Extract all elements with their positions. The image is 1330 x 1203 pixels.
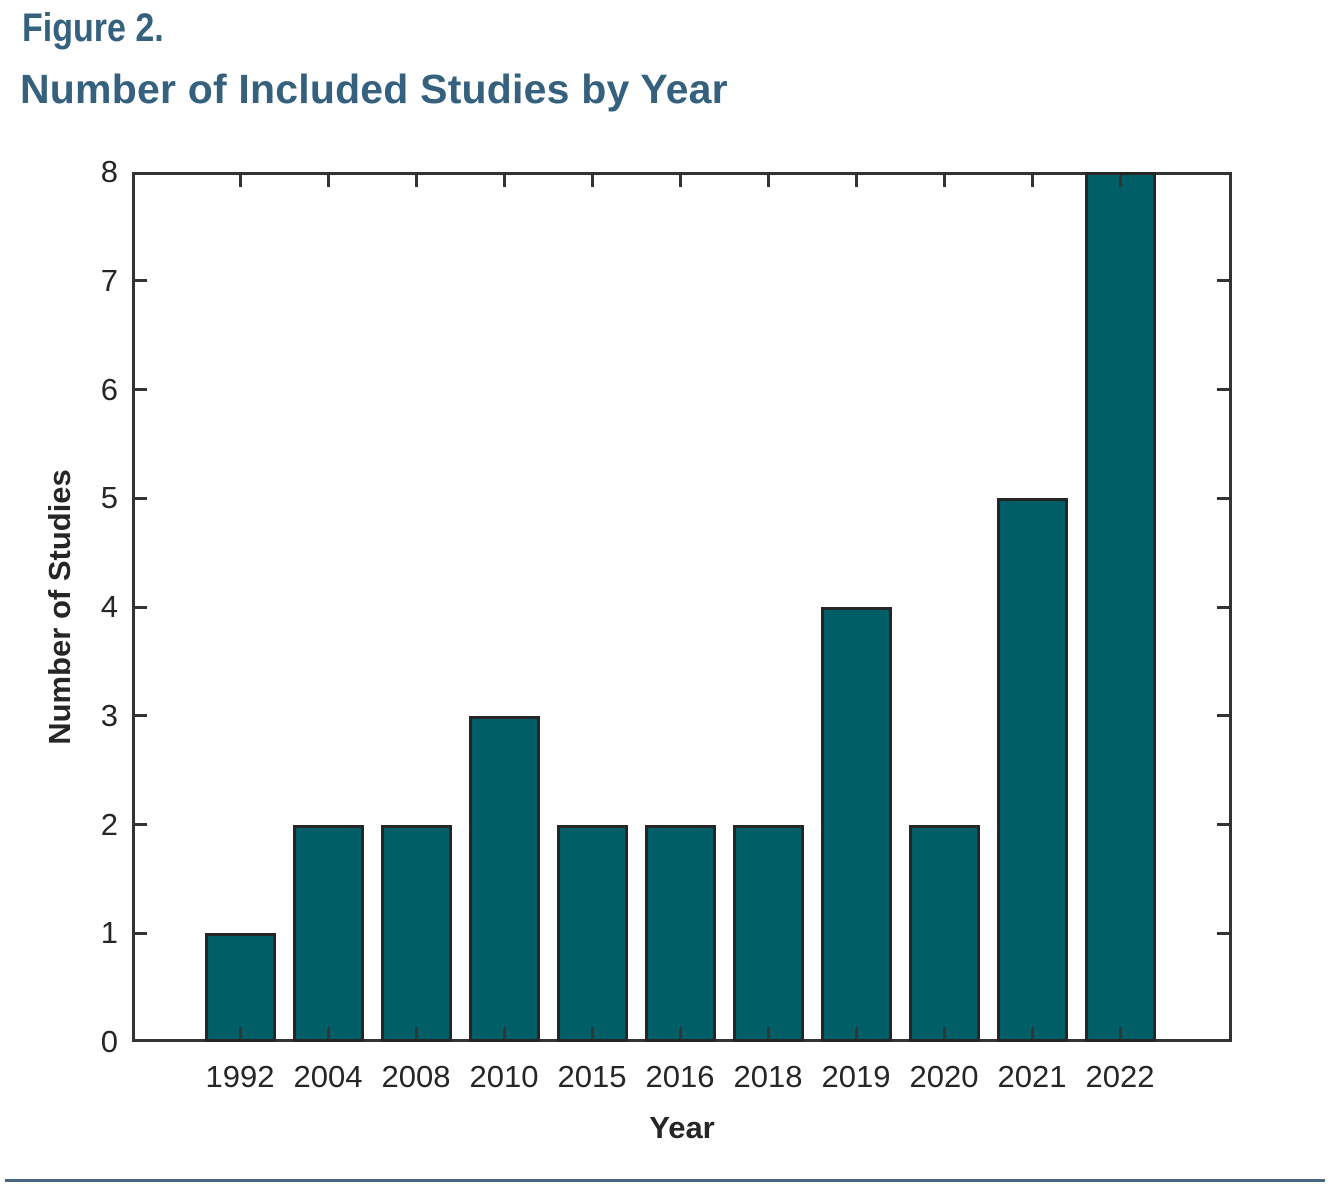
footer-divider <box>5 1179 1325 1182</box>
x-tick-label-2010: 2010 <box>469 1059 539 1094</box>
y-tick-left <box>135 605 147 609</box>
x-tick-top <box>238 175 242 187</box>
bar-2008 <box>380 824 452 1042</box>
bar-1992 <box>204 933 276 1042</box>
x-tick-bottom <box>1030 1027 1034 1039</box>
figure-title: Number of Included Studies by Year <box>20 66 728 112</box>
bar-2019 <box>820 607 892 1042</box>
bar-2010 <box>468 715 540 1042</box>
y-tick-left <box>135 496 147 500</box>
y-tick-label-6: 6 <box>100 371 118 407</box>
y-tick-label-3: 3 <box>100 697 118 733</box>
y-tick-right <box>1217 388 1229 391</box>
x-tick-top <box>414 175 418 187</box>
x-tick-top <box>590 175 594 187</box>
x-tick-label-2016: 2016 <box>645 1059 715 1094</box>
x-tick-label-2022: 2022 <box>1085 1059 1155 1094</box>
bar-2018 <box>732 824 804 1042</box>
y-tick-left <box>135 823 147 826</box>
y-tick-right <box>1217 279 1229 283</box>
x-tick-top <box>854 175 858 187</box>
bar-2020 <box>908 824 980 1042</box>
bar-2022 <box>1084 172 1156 1042</box>
x-tick-top <box>326 175 330 187</box>
x-tick-top <box>678 175 682 187</box>
x-tick-label-2008: 2008 <box>381 1059 451 1094</box>
bar-2004 <box>292 824 364 1042</box>
figure-number-label: Figure 2. <box>22 6 164 50</box>
x-tick-label-2020: 2020 <box>909 1059 979 1094</box>
y-tick-right <box>1217 605 1229 609</box>
y-tick-left <box>135 714 147 718</box>
y-tick-right <box>1217 823 1229 826</box>
y-tick-label-2: 2 <box>100 806 118 842</box>
y-tick-left <box>135 388 147 391</box>
y-tick-label-5: 5 <box>100 480 118 516</box>
x-tick-bottom <box>766 1027 770 1039</box>
y-tick-label-8: 8 <box>100 154 118 189</box>
x-tick-bottom <box>942 1027 946 1039</box>
x-tick-bottom <box>238 1027 242 1039</box>
x-tick-bottom <box>854 1027 858 1039</box>
y-tick-right <box>1217 714 1229 718</box>
x-axis-title: Year <box>649 1110 715 1145</box>
x-tick-bottom <box>590 1027 594 1039</box>
bar-2016 <box>644 824 716 1042</box>
x-tick-label-2018: 2018 <box>733 1059 803 1094</box>
y-tick-label-0: 0 <box>100 1024 118 1059</box>
x-tick-top <box>1030 175 1034 187</box>
x-tick-label-2004: 2004 <box>293 1059 363 1094</box>
x-tick-bottom <box>326 1027 330 1039</box>
y-tick-label-4: 4 <box>100 589 118 624</box>
x-tick-label-2019: 2019 <box>821 1059 891 1094</box>
x-tick-top <box>766 175 770 187</box>
x-tick-bottom <box>502 1027 506 1039</box>
x-tick-top <box>502 175 506 187</box>
bar-2021 <box>996 498 1068 1042</box>
x-tick-label-2015: 2015 <box>557 1059 627 1094</box>
x-tick-top <box>942 175 946 187</box>
x-tick-label-1992: 1992 <box>205 1059 275 1094</box>
x-tick-top <box>1118 175 1122 187</box>
x-tick-bottom <box>414 1027 418 1039</box>
x-tick-bottom <box>678 1027 682 1039</box>
x-tick-bottom <box>1118 1027 1122 1039</box>
y-tick-right <box>1217 496 1229 500</box>
y-tick-label-7: 7 <box>100 262 118 298</box>
y-tick-left <box>135 931 147 935</box>
x-tick-label-2021: 2021 <box>997 1059 1067 1094</box>
bar-2015 <box>556 824 628 1042</box>
y-tick-label-1: 1 <box>100 915 118 951</box>
y-tick-left <box>135 279 147 283</box>
y-tick-right <box>1217 931 1229 935</box>
